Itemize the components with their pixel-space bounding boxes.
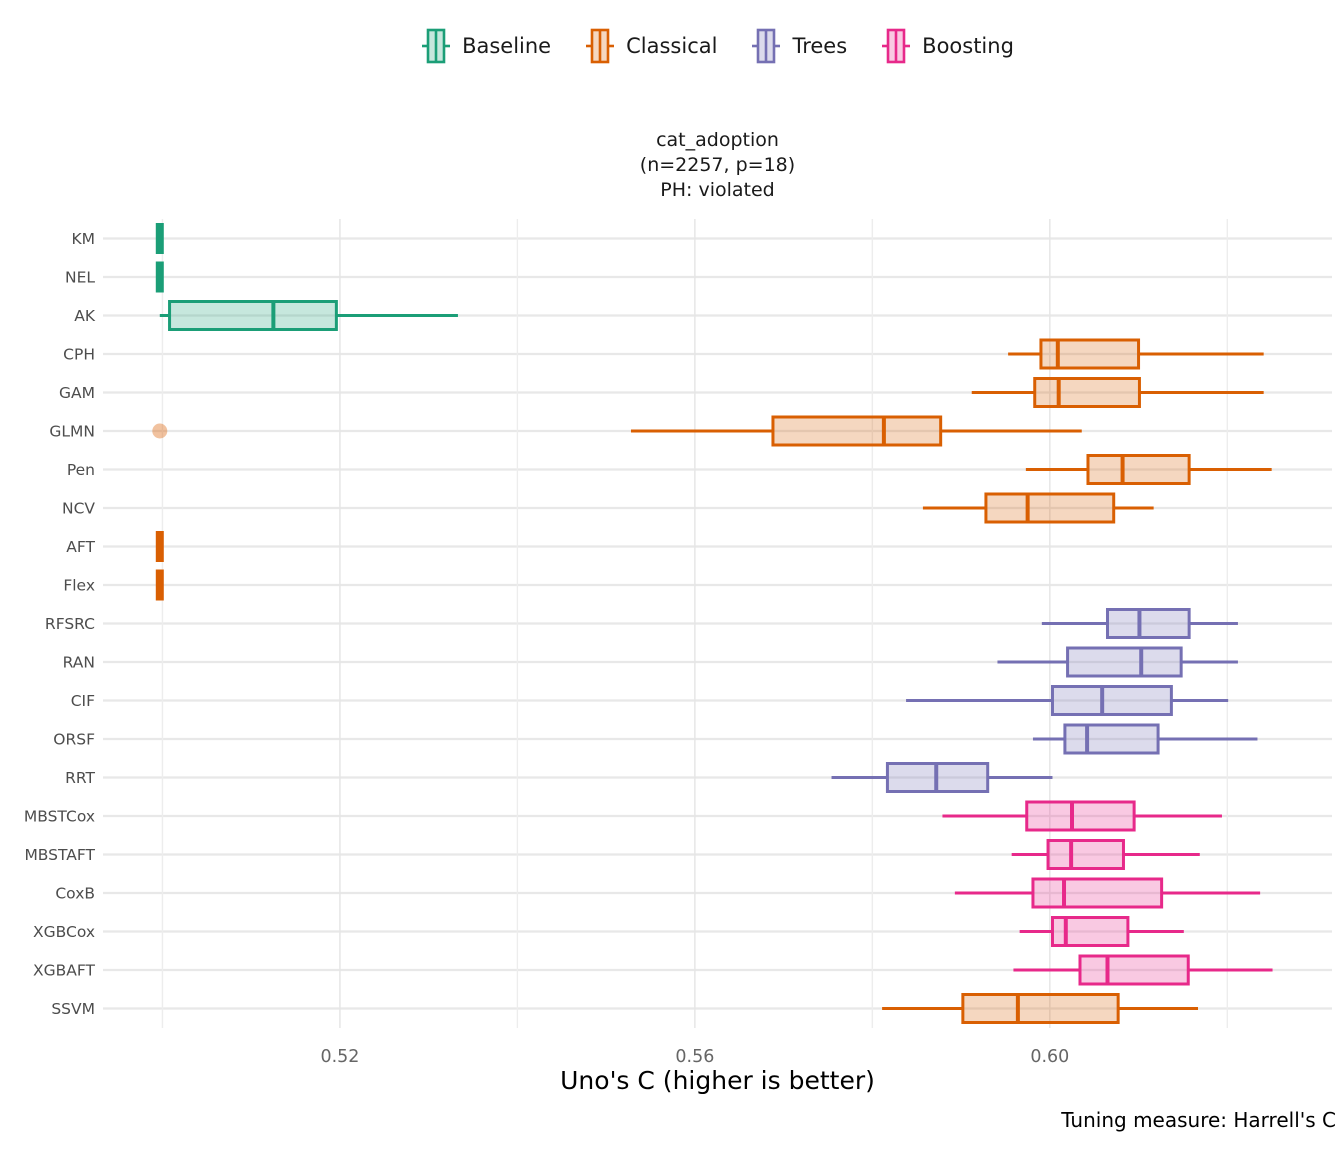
y-axis-label-Flex: Flex xyxy=(63,577,95,595)
outlier-point xyxy=(152,423,168,439)
x-axis-tick-labels: 0.52 0.56 0.60 xyxy=(320,1047,1069,1067)
y-axis-labels: KM NEL AK CPH GAM GLMN Pen NCV AFT Flex RFSRC RAN CI… xyxy=(24,230,96,1018)
box-iqr xyxy=(1078,954,1190,986)
legend-item-baseline: Baseline xyxy=(421,26,551,66)
boxplot-row-CIF xyxy=(906,685,1229,716)
legend-label-boosting: Boosting xyxy=(922,34,1014,58)
box-iqr xyxy=(1039,338,1141,370)
box-iqr xyxy=(1050,685,1173,716)
x-tick-label-0.56: 0.56 xyxy=(675,1047,714,1067)
y-axis-label-KM: KM xyxy=(71,230,95,248)
box-degenerate xyxy=(155,569,164,601)
boxplot-row-Pen xyxy=(1025,454,1272,485)
box-iqr xyxy=(168,300,338,331)
x-tick-label-0.60: 0.60 xyxy=(1030,1047,1069,1067)
y-axis-label-RFSRC: RFSRC xyxy=(45,615,95,633)
boxplot-row-MBSTAFT xyxy=(1011,839,1200,870)
box-iqr xyxy=(1086,454,1191,485)
legend-boxplot-glyph-baseline xyxy=(422,28,451,64)
y-axis-label-RAN: RAN xyxy=(63,654,95,672)
boxplot-row-XGBCox xyxy=(1019,916,1184,947)
y-axis-label-AK: AK xyxy=(74,307,96,325)
y-axis-label-MBSTCox: MBSTCox xyxy=(24,808,95,826)
y-axis-label-CoxB: CoxB xyxy=(55,885,95,903)
legend-boxplot-glyph-boosting xyxy=(882,28,911,64)
legend-label-trees: Trees xyxy=(792,34,848,58)
box-iqr xyxy=(1046,839,1125,870)
y-axis-label-AFT: AFT xyxy=(66,538,95,556)
boxplot-row-XGBAFT xyxy=(1013,954,1273,986)
y-axis-label-CIF: CIF xyxy=(71,692,95,710)
title-line-3: PH: violated xyxy=(660,179,775,201)
x-axis-title: Uno's C (higher is better) xyxy=(560,1066,875,1095)
box-iqr xyxy=(961,993,1120,1024)
legend-item-boosting: Boosting xyxy=(881,26,1014,66)
plot-title: cat_adoption (n=2257, p=18) PH: violated xyxy=(103,128,1332,203)
boxplot-row-GAM xyxy=(971,377,1264,408)
y-axis-label-Pen: Pen xyxy=(67,461,95,479)
y-axis-label-MBSTAFT: MBSTAFT xyxy=(24,846,95,864)
y-axis-label-CPH: CPH xyxy=(63,346,95,364)
boxplot-row-AK xyxy=(159,300,458,331)
y-axis-label-XGBAFT: XGBAFT xyxy=(33,962,96,980)
y-axis-label-SSVM: SSVM xyxy=(51,1000,95,1018)
box-iqr xyxy=(1033,377,1141,408)
x-tick-label-0.52: 0.52 xyxy=(320,1047,359,1067)
title-line-1: cat_adoption xyxy=(656,129,779,151)
legend-boxplot-glyph-trees xyxy=(752,28,781,64)
box-iqr xyxy=(1105,608,1191,639)
caption: Tuning measure: Harrell's C xyxy=(1061,1108,1336,1132)
legend-label-baseline: Baseline xyxy=(462,34,552,58)
box-degenerate xyxy=(155,531,164,562)
boxplot-row-NEL xyxy=(155,261,164,293)
legend-item-classical: Classical xyxy=(585,26,717,66)
box-iqr xyxy=(984,492,1116,524)
boxplot-row-CPH xyxy=(1008,338,1264,370)
y-axis-label-NEL: NEL xyxy=(65,269,95,287)
box-iqr xyxy=(1063,723,1160,755)
box-iqr xyxy=(1066,646,1183,678)
boxplot-row-ORSF xyxy=(1032,723,1258,755)
legend-label-classical: Classical xyxy=(626,34,718,58)
legend-item-trees: Trees xyxy=(751,26,847,66)
legend-boxplot-glyph-classical xyxy=(586,28,615,64)
y-axis-label-GLMN: GLMN xyxy=(49,423,95,441)
y-axis-label-GAM: GAM xyxy=(59,384,95,402)
y-axis-label-RRT: RRT xyxy=(65,769,95,787)
boxplot-row-RAN xyxy=(997,646,1238,678)
boxplot-row-KM xyxy=(155,223,164,254)
boxplot-row-AFT xyxy=(155,531,164,562)
boxplot-row-NCV xyxy=(922,492,1154,524)
boxplot-row-GLMN xyxy=(152,415,1082,447)
y-axis-label-NCV: NCV xyxy=(62,500,95,518)
box-iqr xyxy=(1025,800,1136,832)
box-iqr xyxy=(771,415,943,447)
y-axis-label-ORSF: ORSF xyxy=(53,731,95,749)
y-axis-label-XGBCox: XGBCox xyxy=(33,923,95,941)
legend: Baseline Classical Trees Boosting xyxy=(103,26,1332,66)
boxplot-row-CoxB xyxy=(954,877,1261,909)
title-line-2: (n=2257, p=18) xyxy=(639,154,796,176)
box-degenerate xyxy=(155,261,164,293)
boxplot-row-SSVM xyxy=(882,993,1199,1024)
boxplot-row-Flex xyxy=(155,569,164,601)
boxplot-row-MBSTCox xyxy=(942,800,1222,832)
box-degenerate xyxy=(155,223,164,254)
box-iqr xyxy=(1031,877,1164,909)
boxplot-row-RRT xyxy=(831,762,1053,793)
boxplot-row-RFSRC xyxy=(1041,608,1238,639)
